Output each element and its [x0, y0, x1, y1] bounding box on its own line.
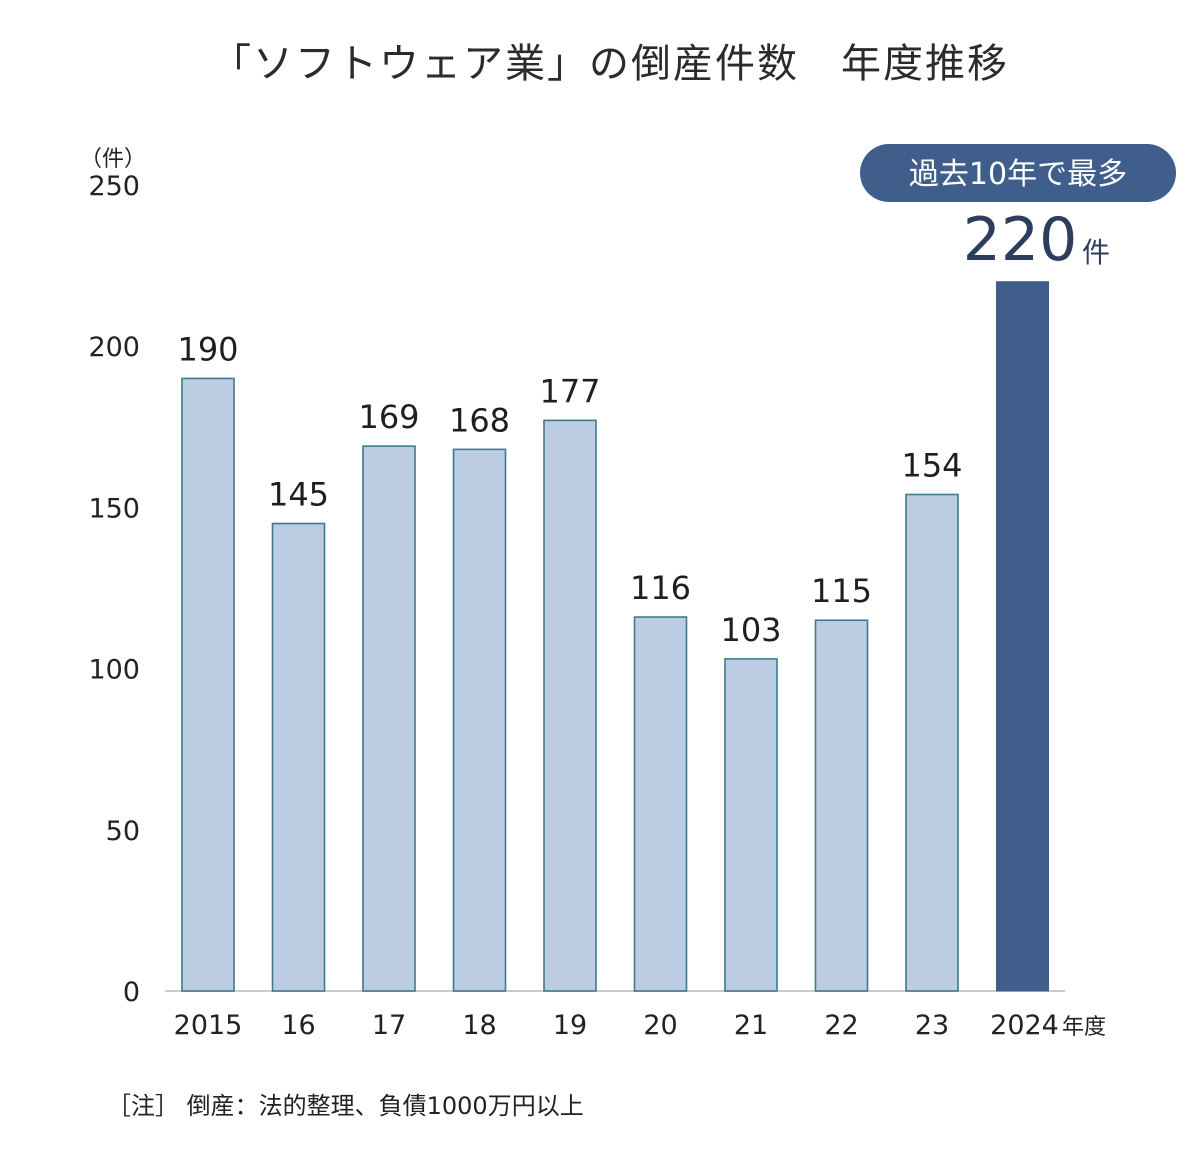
- x-tick-label: 19: [553, 1010, 587, 1041]
- y-tick-label: 100: [88, 655, 140, 686]
- x-tick-label: 21: [734, 1010, 768, 1041]
- data-label: 145: [268, 476, 329, 514]
- y-tick-label: 0: [123, 977, 140, 1008]
- data-label: 116: [630, 569, 691, 607]
- x-tick-label: 17: [372, 1010, 406, 1041]
- chart-title: 「ソフトウェア業」の倒産件数 年度推移: [211, 41, 1009, 87]
- bar: [543, 419, 597, 992]
- highlight-value-unit: 件: [1082, 236, 1110, 269]
- y-axis-ticks: 0 50 100 150 200 250: [88, 171, 140, 1008]
- bar: [362, 445, 416, 992]
- y-tick-label: 50: [106, 816, 140, 847]
- highlight-value-label: 220: [963, 205, 1078, 275]
- bars-group: [181, 281, 1049, 992]
- x-axis-unit: 年度: [1062, 1015, 1106, 1040]
- bar: [271, 522, 326, 992]
- highlight-badge-text: 過去10年で最多: [909, 157, 1127, 192]
- footnote: ［注］ 倒産：法的整理、負債1000万円以上: [107, 1092, 584, 1120]
- y-tick-label: 200: [88, 332, 140, 363]
- highlight-badge-background: [860, 144, 1176, 202]
- x-tick-label: 16: [281, 1010, 315, 1041]
- x-tick-label: 20: [643, 1010, 677, 1041]
- y-tick-label: 250: [88, 171, 140, 202]
- bar: [905, 493, 959, 992]
- highlight-badge: 過去10年で最多: [860, 144, 1176, 202]
- data-label: 168: [449, 401, 510, 439]
- x-tick-label: 18: [462, 1010, 496, 1041]
- x-tick-label: 22: [824, 1010, 858, 1041]
- data-labels-group: 190 145 169 168 177 116 103 115 154: [177, 330, 962, 648]
- bar: [452, 448, 507, 992]
- bar-highlight: [996, 281, 1049, 992]
- data-label: 115: [811, 572, 872, 610]
- data-label: 190: [177, 330, 238, 368]
- bar: [814, 619, 869, 992]
- y-axis-unit: （件）: [80, 147, 146, 172]
- x-axis-ticks: 2015 16 17 18 19 20 21 22 23 2024: [174, 1010, 1059, 1041]
- x-tick-label: 23: [915, 1010, 949, 1041]
- data-label: 154: [901, 447, 962, 485]
- data-label: 169: [358, 398, 419, 436]
- bar: [633, 616, 688, 992]
- data-label: 103: [720, 611, 781, 649]
- x-tick-label: 2015: [174, 1010, 243, 1041]
- y-tick-label: 150: [88, 493, 140, 524]
- bar: [181, 377, 235, 992]
- x-tick-label: 2024: [990, 1010, 1059, 1041]
- bar: [724, 658, 778, 992]
- data-label: 177: [539, 372, 600, 410]
